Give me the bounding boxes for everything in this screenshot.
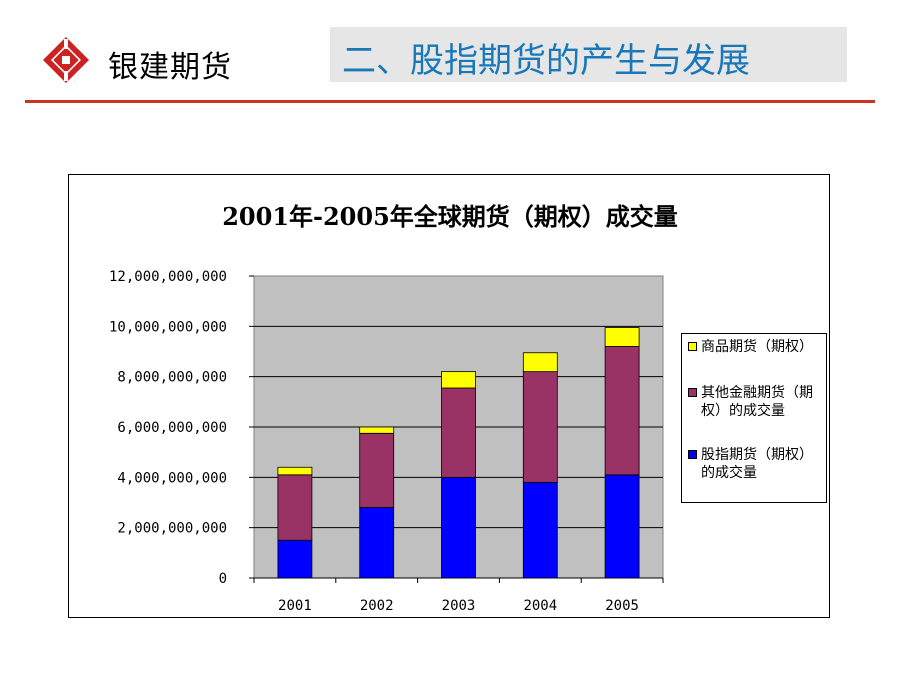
bar-segment-2005-3 [604, 327, 640, 347]
bar-segment-2003-1 [441, 476, 476, 579]
bar-segment-2001-2 [277, 474, 313, 541]
bar-segment-2002-3 [359, 426, 395, 434]
chart-legend: 商品期货（期权） 其他金融期货（期权）的成交量 股指期货（期权）的成交量 [681, 333, 827, 503]
y-tick-label: 4,000,000,000 [117, 470, 227, 486]
y-tick-label: 12,000,000,000 [109, 269, 227, 285]
bar-segment-2005-1 [604, 474, 640, 579]
x-tick-label: 2004 [523, 598, 557, 614]
legend-swatch [688, 450, 697, 459]
x-tick-label: 2003 [442, 598, 476, 614]
bar-segment-2001-1 [277, 539, 313, 579]
bar-segment-2002-2 [359, 432, 395, 508]
bar-segment-2004-1 [522, 481, 558, 579]
chart-title: 2001年-2005年全球期货（期权）成交量 [222, 202, 678, 231]
y-tick-label: 10,000,000,000 [109, 319, 227, 335]
bar-segment-2004-2 [522, 371, 558, 483]
chart-frame: 2001年-2005年全球期货（期权）成交量 0 2,000,000,000 4,0… [68, 174, 830, 618]
bar-segment-2003-2 [441, 387, 476, 478]
bar-segment-2002-1 [359, 507, 395, 579]
title-box: 二、股指期货的产生与发展 [330, 27, 847, 82]
x-tick-label: 2002 [360, 598, 394, 614]
company-name: 银建期货 [108, 50, 232, 85]
y-tick-label: 8,000,000,000 [117, 370, 227, 386]
legend-label: 其他金融期货（期权）的成交量 [701, 385, 813, 419]
header-divider [25, 100, 875, 103]
legend-swatch [688, 342, 697, 351]
bar-segment-2003-3 [441, 371, 476, 389]
yinjian-logo-icon [43, 37, 89, 83]
x-tick-label: 2001 [278, 598, 312, 614]
bar-segment-2001-3 [277, 466, 313, 476]
slide-header: 银建期货 二、股指期货的产生与发展 [0, 0, 900, 110]
x-tick-label: 2005 [605, 598, 639, 614]
legend-swatch [688, 388, 697, 397]
slide-title: 二、股指期货的产生与发展 [342, 41, 750, 81]
legend-label: 股指期货（期权）的成交量 [701, 447, 813, 481]
stacked-bar-chart: 0 2,000,000,000 4,000,000,000 6,000,000,000… [109, 269, 664, 614]
y-tick-label: 0 [219, 571, 227, 587]
bar-segment-2004-3 [522, 352, 558, 373]
y-tick-label: 2,000,000,000 [117, 521, 227, 537]
bar-segment-2005-2 [604, 346, 640, 476]
y-tick-label: 6,000,000,000 [117, 420, 227, 436]
legend-label: 商品期货（期权） [701, 339, 813, 355]
legend-item: 商品期货（期权） [688, 338, 824, 356]
legend-item: 其他金融期货（期权）的成交量 [688, 384, 824, 420]
legend-item: 股指期货（期权）的成交量 [688, 446, 824, 482]
